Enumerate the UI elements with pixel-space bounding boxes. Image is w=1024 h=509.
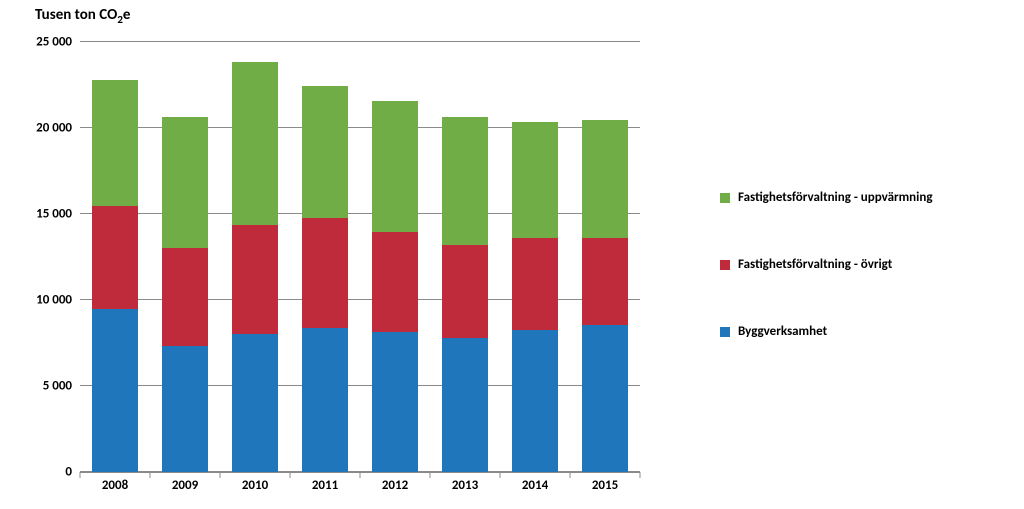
y-tick-label: 0 [65,465,80,480]
legend-swatch [720,327,730,337]
bar-segment-uppvarmning [442,117,488,245]
legend-item-uppvarmning: Fastighetsförvaltning - uppvärmning [720,190,933,205]
bar-segment-ovrigt [512,238,558,330]
bar-segment-bygg [92,309,138,472]
y-tick-label: 5 000 [43,379,80,394]
bar-segment-ovrigt [92,206,138,308]
bar-segment-bygg [232,334,278,472]
bar-segment-uppvarmning [582,120,628,238]
legend-item-bygg: Byggverksamhet [720,324,933,339]
x-tick-mark [80,472,81,478]
x-tick-label: 2012 [382,472,408,493]
x-tick-mark [640,472,641,478]
x-tick-label: 2014 [522,472,548,493]
bar-segment-ovrigt [582,238,628,325]
bar-segment-bygg [162,346,208,472]
bar-segment-uppvarmning [512,122,558,238]
y-tick-label: 10 000 [36,293,80,308]
x-tick-mark [150,472,151,478]
bar-segment-ovrigt [162,248,208,347]
bar-segment-uppvarmning [92,80,138,206]
legend: Fastighetsförvaltning - uppvärmning Fasti… [720,190,933,339]
x-tick-mark [220,472,221,478]
x-tick-mark [430,472,431,478]
x-tick-label: 2015 [592,472,618,493]
x-tick-mark [290,472,291,478]
x-tick-label: 2008 [102,472,128,493]
legend-swatch [720,260,730,270]
bar-segment-ovrigt [442,245,488,338]
bar-segment-bygg [372,332,418,472]
chart-title: Tusen ton CO2e [35,6,130,27]
bar-segment-uppvarmning [162,117,208,248]
bar-segment-ovrigt [372,232,418,332]
bar-segment-uppvarmning [232,62,278,225]
legend-label: Fastighetsförvaltning - uppvärmning [738,190,933,205]
plot-area: 05 00010 00015 00020 00025 0002008200920… [80,42,640,472]
y-tick-label: 15 000 [36,207,80,222]
legend-item-ovrigt: Fastighetsförvaltning - övrigt [720,257,933,272]
y-tick-label: 25 000 [36,35,80,50]
legend-label: Byggverksamhet [738,324,827,339]
bar-segment-bygg [582,325,628,472]
bar-segment-bygg [302,328,348,472]
bar-segment-bygg [512,330,558,472]
bar-segment-uppvarmning [372,101,418,232]
x-tick-label: 2010 [242,472,268,493]
y-tick-label: 20 000 [36,121,80,136]
x-tick-label: 2011 [312,472,338,493]
bar-segment-uppvarmning [302,86,348,218]
x-tick-label: 2013 [452,472,478,493]
x-tick-mark [500,472,501,478]
bar-segment-ovrigt [232,225,278,334]
x-tick-label: 2009 [172,472,198,493]
x-tick-mark [570,472,571,478]
gridline [80,41,640,42]
legend-label: Fastighetsförvaltning - övrigt [738,257,892,272]
bar-segment-ovrigt [302,218,348,327]
bar-segment-bygg [442,338,488,472]
x-tick-mark [360,472,361,478]
legend-swatch [720,193,730,203]
